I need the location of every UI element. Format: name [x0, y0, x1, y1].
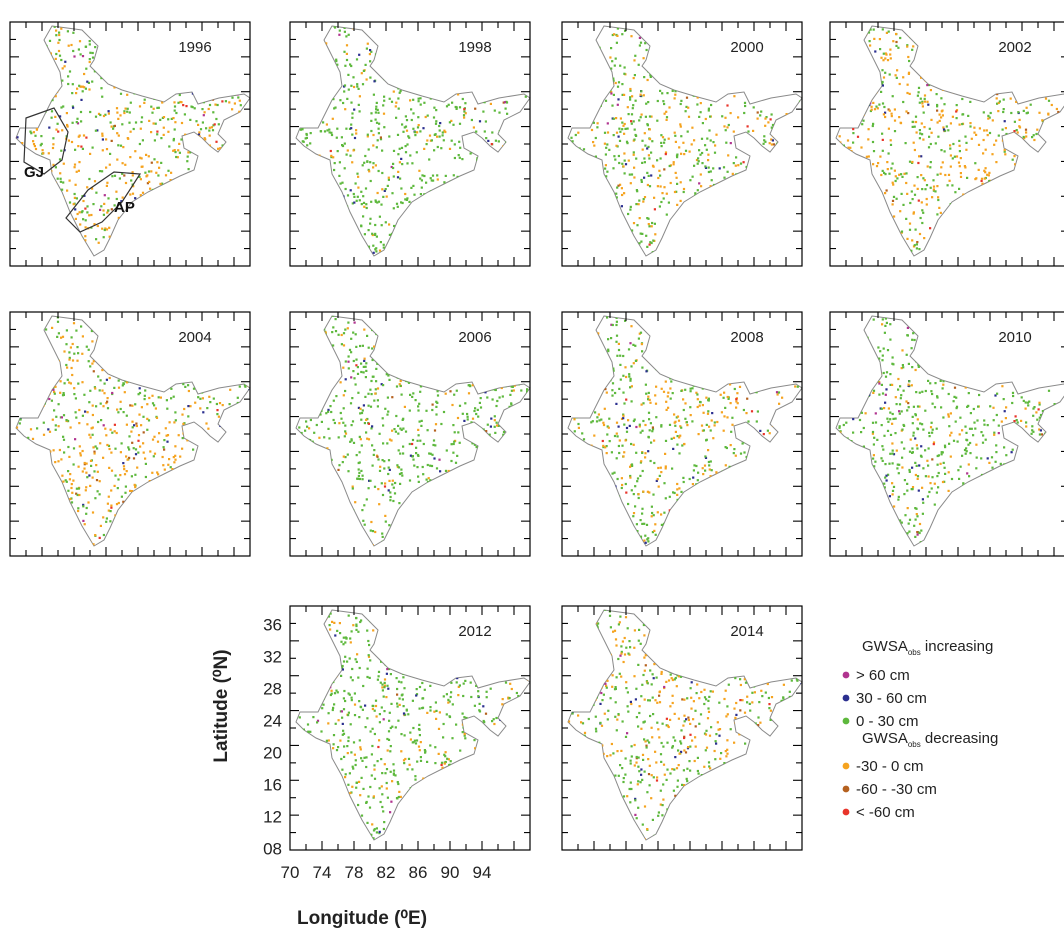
- legend-swatch: [842, 717, 850, 725]
- x-tick-label: 94: [473, 863, 492, 882]
- y-tick-label: 24: [263, 711, 282, 730]
- x-tick-label: 70: [281, 863, 300, 882]
- legend-item-decreasing-2: < -60 cm: [842, 804, 915, 821]
- map-panel-1996: 1996 GJ AP: [9, 21, 251, 267]
- map-panel-2008: 2008: [561, 311, 803, 557]
- legend-swatch: [842, 671, 850, 679]
- x-tick-label: 86: [409, 863, 428, 882]
- x-tick-label: 82: [377, 863, 396, 882]
- map-panel-2010: 2010: [829, 311, 1064, 557]
- x-axis-title: Longitude (⁰E): [297, 908, 427, 929]
- legend-label: > 60 cm: [856, 667, 910, 684]
- india-outline: [295, 609, 531, 841]
- india-outline: [295, 25, 531, 257]
- india-outline: [15, 25, 251, 257]
- region-label-ap: AP: [114, 199, 135, 216]
- legend-label: -60 - -30 cm: [856, 781, 937, 798]
- y-axis-title: Latitude (⁰N): [211, 649, 232, 762]
- map-panel-2014: 2014: [561, 605, 803, 851]
- india-outline: [15, 315, 251, 547]
- year-label: 2008: [730, 329, 763, 346]
- ap-outline: [65, 171, 142, 233]
- y-tick-label: 36: [263, 615, 282, 634]
- india-outline: [295, 315, 531, 547]
- gj-outline: [23, 107, 69, 175]
- legend-heading-decreasing: GWSAobs decreasing: [862, 730, 998, 749]
- legend-item-increasing-0: > 60 cm: [842, 667, 910, 684]
- x-tick-label: 78: [345, 863, 364, 882]
- legend-label: 30 - 60 cm: [856, 690, 927, 707]
- india-outline: [567, 25, 803, 257]
- y-tick-label: 32: [263, 647, 282, 666]
- legend-label: -30 - 0 cm: [856, 758, 924, 775]
- year-label: 1996: [178, 39, 211, 56]
- legend-item-decreasing-0: -30 - 0 cm: [842, 758, 924, 775]
- map-panel-2000: 2000: [561, 21, 803, 267]
- map-panel-1998: 1998: [289, 21, 531, 267]
- year-label: 2010: [998, 329, 1031, 346]
- y-tick-label: 28: [263, 679, 282, 698]
- legend: GWSAobs increasing GWSAobs decreasing > …: [842, 638, 998, 821]
- map-panel-2004: 2004: [9, 311, 251, 557]
- y-tick-label: 08: [263, 839, 282, 858]
- legend-item-decreasing-1: -60 - -30 cm: [842, 781, 937, 798]
- year-label: 2012: [458, 623, 491, 640]
- year-label: 2014: [730, 623, 763, 640]
- legend-swatch: [842, 694, 850, 702]
- y-tick-label: 16: [263, 775, 282, 794]
- region-label-gj: GJ: [24, 164, 44, 181]
- legend-swatch: [842, 808, 850, 816]
- india-outline: [835, 315, 1064, 547]
- y-tick-label: 20: [263, 743, 282, 762]
- india-outline: [567, 609, 803, 841]
- legend-item-increasing-2: 0 - 30 cm: [842, 713, 919, 730]
- legend-label: < -60 cm: [856, 804, 915, 821]
- year-label: 2006: [458, 329, 491, 346]
- legend-item-increasing-1: 30 - 60 cm: [842, 690, 927, 707]
- india-outline: [835, 25, 1064, 257]
- legend-label: 0 - 30 cm: [856, 713, 919, 730]
- year-label: 1998: [458, 39, 491, 56]
- year-label: 2000: [730, 39, 763, 56]
- legend-heading-increasing: GWSAobs increasing: [862, 638, 993, 657]
- india-outline: [567, 315, 803, 547]
- legend-swatch: [842, 762, 850, 770]
- map-panel-2002: 2002: [829, 21, 1064, 267]
- x-tick-label: 90: [441, 863, 460, 882]
- legend-swatch: [842, 785, 850, 793]
- y-tick-label: 12: [263, 807, 282, 826]
- year-label: 2004: [178, 329, 211, 346]
- year-label: 2002: [998, 39, 1031, 56]
- map-panel-2006: 2006: [289, 311, 531, 557]
- map-panel-2012: 2012 36 32 28 24 20 16 12 08 70 74 78 82 86 90 94: [263, 605, 531, 882]
- x-tick-label: 74: [313, 863, 332, 882]
